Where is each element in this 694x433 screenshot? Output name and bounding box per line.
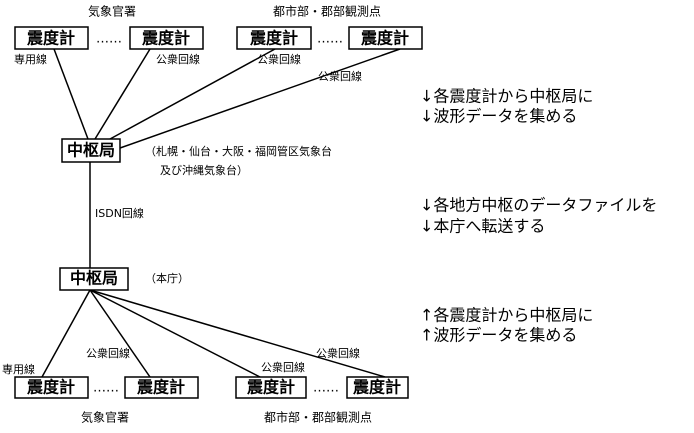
device-label: 震度計 xyxy=(246,378,295,397)
step-text: ↓波形データを集める xyxy=(420,107,577,126)
line-label: 公衆回線 xyxy=(86,346,130,360)
group-label: 気象官署 xyxy=(88,4,136,19)
device-box xyxy=(346,376,409,399)
line-label: 公衆回線 xyxy=(257,52,301,66)
device-box xyxy=(14,26,89,50)
hq-label: 中枢局 xyxy=(70,269,118,288)
line-label: 専用線 xyxy=(2,362,35,376)
step-text: ↑波形データを集める xyxy=(420,326,577,345)
device-box xyxy=(236,26,312,50)
line-label: 公衆回線 xyxy=(316,346,360,360)
device-label: 震度計 xyxy=(136,378,185,397)
hub-note: 及び沖縄気象台） xyxy=(160,163,248,177)
device-box xyxy=(235,376,307,399)
separator: …… xyxy=(317,32,343,47)
line xyxy=(89,289,261,378)
device-box xyxy=(129,26,204,50)
step-text: ↓各震度計から中枢局に xyxy=(420,87,593,106)
group-label: 都市部・郡部観測点 xyxy=(264,410,372,425)
hub-note: （札幌・仙台・大阪・福岡管区気象台 xyxy=(145,144,332,158)
separator: …… xyxy=(96,32,122,47)
line xyxy=(119,48,401,149)
group-label: 都市部・郡部観測点 xyxy=(273,4,381,19)
line xyxy=(89,289,386,378)
line xyxy=(94,48,151,140)
line-label: 公衆回線 xyxy=(318,69,362,83)
hq-note: （本庁） xyxy=(145,271,189,285)
step-text: ↑各震度計から中枢局に xyxy=(420,306,593,325)
device-label: 震度計 xyxy=(26,29,75,48)
step-text: ↓本庁へ転送する xyxy=(420,217,545,236)
device-box xyxy=(14,376,89,399)
hq-box xyxy=(59,267,129,291)
line xyxy=(53,48,89,140)
hub-label: 中枢局 xyxy=(67,141,115,160)
connections xyxy=(41,48,401,378)
device-label: 震度計 xyxy=(141,29,190,48)
line xyxy=(89,289,151,378)
separator: …… xyxy=(313,381,339,396)
device-label: 震度計 xyxy=(360,29,409,48)
line xyxy=(109,48,276,140)
hub-box xyxy=(61,138,121,163)
device-label: 震度計 xyxy=(352,378,401,397)
line xyxy=(41,289,91,378)
line-label: 公衆回線 xyxy=(156,52,200,66)
line-label: 公衆回線 xyxy=(261,360,305,374)
step-text: ↓各地方中枢のデータファイルを xyxy=(420,196,657,215)
line-label: 専用線 xyxy=(14,52,47,66)
link-label: ISDN回線 xyxy=(95,206,144,220)
device-box xyxy=(124,376,199,399)
separator: …… xyxy=(93,381,119,396)
device-label: 震度計 xyxy=(26,378,75,397)
group-label: 気象官署 xyxy=(81,410,129,425)
device-label: 震度計 xyxy=(249,29,298,48)
device-box xyxy=(348,26,423,50)
